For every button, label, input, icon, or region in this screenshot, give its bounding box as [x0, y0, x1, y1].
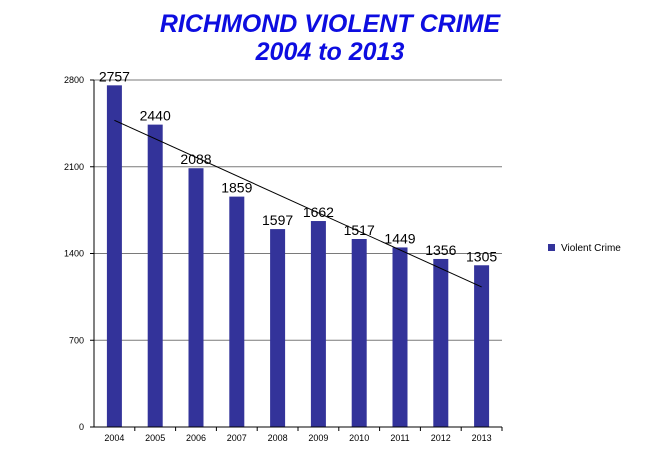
- x-tick-label: 2012: [431, 433, 451, 443]
- bar: [147, 124, 163, 427]
- trendline: [114, 119, 482, 288]
- data-label: 1517: [344, 222, 375, 238]
- data-label: 1859: [221, 180, 252, 196]
- data-label: 1356: [425, 242, 456, 258]
- bar: [106, 85, 122, 428]
- legend-swatch: [548, 244, 555, 251]
- y-tick-label: 0: [79, 422, 84, 432]
- data-label: 1305: [466, 248, 497, 264]
- legend-label: Violent Crime: [561, 243, 621, 254]
- y-tick-label: 1400: [64, 249, 84, 259]
- x-tick-label: 2007: [227, 433, 247, 443]
- chart-title-line2: 2004 to 2013: [255, 38, 405, 66]
- x-tick-label: 2005: [145, 433, 165, 443]
- bar: [270, 229, 286, 427]
- bar: [310, 221, 326, 427]
- bar: [474, 265, 490, 427]
- data-label: 2757: [99, 68, 130, 84]
- x-tick-label: 2009: [308, 433, 328, 443]
- data-label: 1449: [384, 230, 415, 246]
- bar: [433, 258, 449, 427]
- x-tick-label: 2010: [349, 433, 369, 443]
- y-tick-label: 2800: [64, 75, 84, 85]
- bar: [392, 247, 408, 427]
- bar: [188, 168, 204, 428]
- bar: [351, 239, 367, 427]
- y-tick-label: 700: [69, 335, 84, 345]
- x-tick-label: 2004: [104, 433, 124, 443]
- bar: [229, 196, 245, 427]
- x-tick-label: 2011: [390, 433, 409, 443]
- x-tick-label: 2008: [268, 433, 288, 443]
- x-tick-label: 2013: [472, 433, 492, 443]
- data-label: 2088: [180, 151, 211, 167]
- y-tick-label: 2100: [64, 162, 84, 172]
- data-label: 2440: [140, 108, 171, 124]
- chart-title-line1: RICHMOND VIOLENT CRIME: [159, 10, 501, 38]
- data-label: 1597: [262, 212, 293, 228]
- x-tick-label: 2006: [186, 433, 206, 443]
